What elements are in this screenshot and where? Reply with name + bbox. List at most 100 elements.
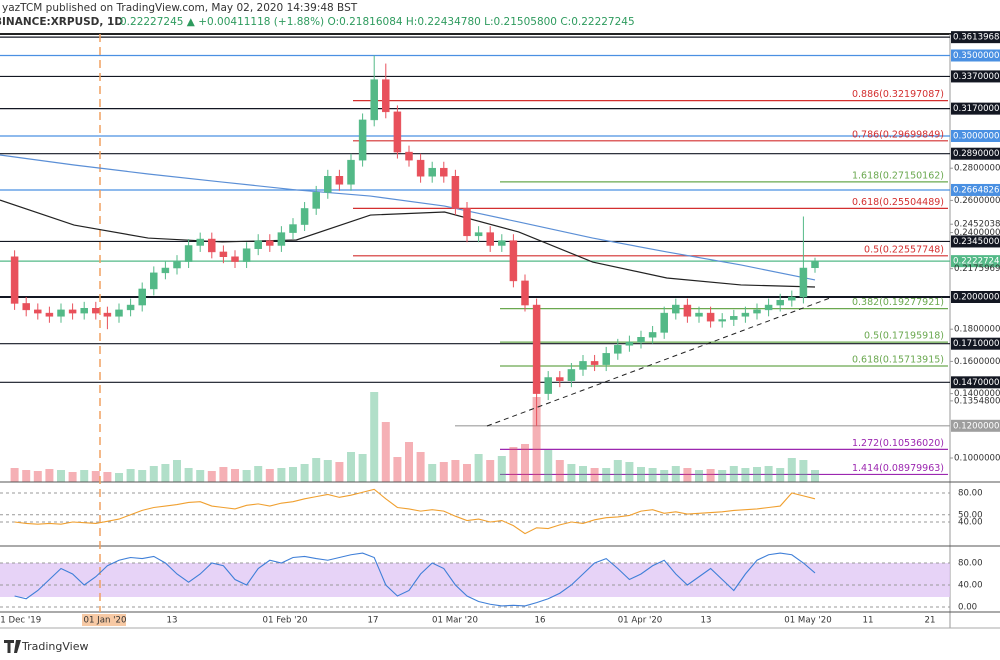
candle-body [196, 238, 204, 246]
candle-body [556, 377, 564, 381]
candle-body [532, 304, 541, 394]
volume-bar [381, 422, 390, 482]
axis-label-bg [951, 376, 1000, 389]
candle-body [115, 309, 123, 317]
volume-bar [486, 460, 495, 482]
candle-body [776, 299, 784, 306]
volume-bar [753, 467, 761, 482]
volume-bar [68, 472, 77, 482]
volume-bar [695, 470, 703, 482]
y-tick-label: 0.33700000 [953, 72, 1000, 82]
candle-body [695, 312, 703, 317]
candle-body [672, 304, 680, 314]
candle-body [138, 288, 146, 306]
candle-body [80, 308, 88, 314]
volume-bar [358, 454, 367, 482]
volume-bar [648, 468, 657, 482]
volume-bar [509, 447, 518, 482]
x-tick-label: 17 [368, 616, 379, 626]
volume-bar [161, 464, 170, 482]
axis-label-bg [951, 291, 1000, 303]
volume-bar [57, 470, 65, 482]
fib-label: 0.5(0.22557748) [864, 244, 944, 255]
y-tick-label: 0.30000000 [953, 132, 1000, 142]
axis-label-bg [951, 337, 1000, 350]
volume-bar [683, 468, 692, 482]
candle-body [103, 312, 112, 317]
volume-bar [126, 469, 135, 482]
y-tick-label: 0.36139684 [953, 33, 1000, 43]
candle-body [34, 309, 42, 314]
candle-body [788, 296, 796, 301]
y-tick-label: 0.14700000 [953, 378, 1000, 388]
y-tick-label: 0.22227245 [953, 257, 1000, 267]
candle-body [590, 361, 599, 365]
axis-label-bg [951, 419, 1000, 432]
candle-body [324, 176, 332, 193]
volume-bar [138, 470, 147, 482]
candle-body [741, 312, 750, 317]
x-tick-label: 01 Apr '20 [618, 616, 663, 626]
volume-bar [497, 456, 506, 482]
y-tick-label: 0.21759694 [954, 264, 1000, 274]
x-tick-label: 01 Dec '19 [0, 616, 41, 626]
volume-bar [706, 469, 715, 482]
candle-body [637, 337, 645, 343]
indicator-tick-label: 40.00 [958, 518, 983, 528]
volume-bar [463, 464, 471, 482]
candle-body [312, 192, 320, 209]
candle-body [498, 240, 506, 246]
fib-label: 1.618(0.27150162) [852, 170, 944, 181]
volume-bar [718, 470, 727, 482]
volume-bar [80, 470, 89, 482]
candle-body [764, 304, 773, 311]
volume-bar [207, 471, 216, 482]
fib-label: 0.886(0.32197087) [852, 89, 944, 100]
volume-bar [590, 468, 599, 482]
y-tick-label: 0.35000000 [953, 51, 1000, 61]
volume-bar [439, 462, 448, 482]
rsi-line [14, 488, 816, 535]
candle-body [753, 309, 761, 314]
candle-body [150, 272, 158, 290]
symbol: BINANCE:XRPUSD, 1D [0, 16, 123, 28]
x-tick-label: 01 Feb '20 [263, 616, 308, 626]
volume-bar [265, 469, 274, 482]
candle-body [266, 240, 274, 246]
volume-bar [613, 460, 622, 482]
y-tick-label: 0.12000000 [953, 421, 1000, 431]
candle-body [799, 267, 808, 298]
indicator-tick-label: 0.00 [958, 603, 977, 613]
volume-bar [811, 470, 819, 482]
candle-body [602, 353, 610, 365]
candle-body [416, 159, 425, 177]
candle-body [474, 232, 483, 237]
candle-body [625, 341, 634, 346]
candle-body [242, 248, 251, 262]
candle-body [126, 304, 135, 311]
candle-body [92, 308, 100, 314]
volume-bar [451, 460, 460, 482]
axis-label-bg [951, 102, 1000, 115]
candle-body [428, 167, 436, 177]
fib-label: 1.272(0.10536020) [852, 438, 944, 449]
candle-body [509, 240, 518, 282]
fib-label: 0.618(0.15713915) [852, 355, 944, 366]
candle-body [219, 251, 228, 257]
candle-body [289, 224, 297, 233]
candle-body [393, 111, 402, 153]
author-line: yazTCM published on TradingView.com, May… [2, 2, 358, 14]
candle-body [358, 119, 367, 161]
volume-bar [196, 470, 205, 482]
fib-label: 0.786(0.29699849) [852, 129, 944, 140]
volume-bar [474, 454, 483, 482]
fib-label: 0.5(0.17195918) [864, 331, 944, 342]
candle-body [567, 369, 576, 381]
moving-average [0, 154, 816, 281]
candle-body [45, 312, 54, 317]
volume-bar [544, 450, 553, 482]
